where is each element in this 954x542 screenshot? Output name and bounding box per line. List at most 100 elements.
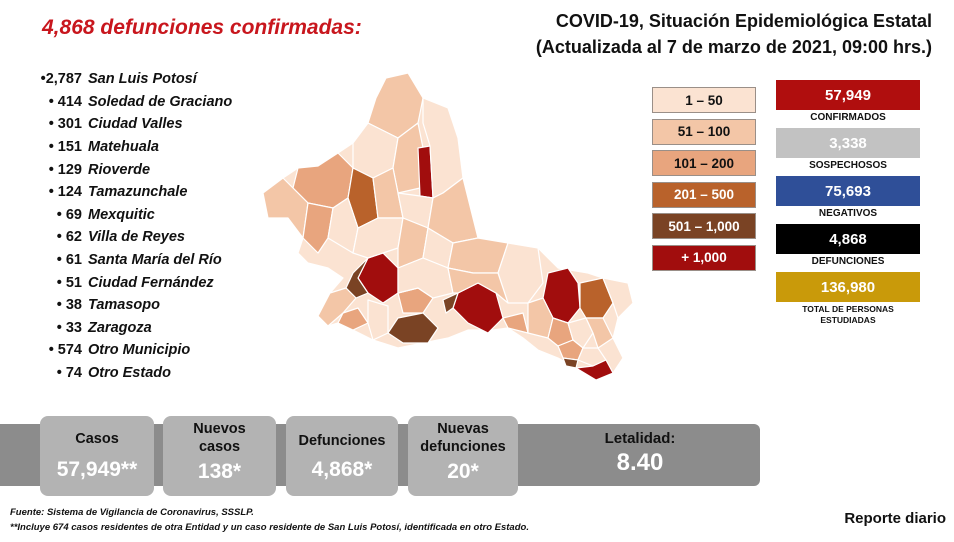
map-region (302, 202, 334, 254)
card-defunciones: Defunciones 4,868* (286, 416, 398, 496)
legend-swatch: + 1,000 (652, 244, 756, 271)
muni-name: Ciudad Valles (88, 116, 183, 133)
muni-name: Mexquitic (88, 206, 155, 223)
title-line-1: COVID-19, Situación Epidemiológica Estat… (555, 11, 932, 31)
map-region (337, 307, 369, 331)
map-region (447, 267, 509, 304)
stat-defunciones: 4,868 DEFUNCIONES (776, 224, 920, 270)
stat-label: NEGATIVOS (818, 208, 878, 219)
muni-name: Ciudad Fernández (88, 274, 214, 291)
map-region (575, 359, 614, 381)
list-item: • 124 Tamazunchale (30, 181, 270, 204)
muni-name: Zaragoza (88, 319, 152, 336)
stat-value: 4,868 (776, 224, 920, 254)
municipality-list: •2,787 San Luis Potosí • 414 Soledad de Gr… (30, 68, 270, 384)
list-item: •2,787 San Luis Potosí (30, 68, 270, 91)
list-item: • 33 Zaragoza (30, 317, 270, 340)
muni-count: • 33 (56, 319, 82, 336)
stat-value: 57,949 (776, 80, 920, 110)
muni-count: • 129 (48, 161, 82, 178)
map-region (447, 237, 509, 274)
letalidad-value: 8.40 (616, 449, 664, 476)
muni-name: Otro Municipio (88, 342, 191, 359)
state-choropleth-map (262, 72, 634, 381)
legend-swatch: 101 – 200 (652, 150, 756, 177)
stat-total-estudiadas: 136,980 TOTAL DE PERSONAS ESTUDIADAS (776, 272, 920, 330)
legend: 1 – 50 51 – 100 101 – 200 201 – 500 501 … (652, 87, 756, 277)
muni-count: • 62 (56, 229, 82, 246)
muni-count: • 301 (48, 116, 82, 133)
muni-count: • 574 (48, 342, 82, 359)
muni-count: • 151 (48, 139, 82, 156)
card-label: Nuevas defunciones (420, 421, 506, 455)
muni-name: Tamasopo (88, 297, 160, 314)
muni-count: • 61 (56, 252, 82, 269)
stat-label: DEFUNCIONES (811, 256, 885, 267)
card-value: 20* (447, 460, 479, 483)
muni-name: Rioverde (88, 161, 151, 178)
list-item: • 574 Otro Municipio (30, 339, 270, 362)
muni-name: San Luis Potosí (88, 71, 197, 88)
list-item: • 38 Tamasopo (30, 294, 270, 317)
list-item: • 414 Soledad de Graciano (30, 91, 270, 114)
legend-swatch: 1 – 50 (652, 87, 756, 113)
muni-name: Otro Estado (88, 365, 171, 382)
title-line-2: (Actualizada al 7 de marzo de 2021, 09:0… (535, 37, 932, 57)
muni-name: Matehuala (88, 139, 159, 156)
card-value: 4,868* (311, 458, 373, 481)
muni-count: •2,787 (40, 71, 82, 88)
muni-count: • 69 (56, 206, 82, 223)
card-nuevas-defunciones: Nuevas defunciones 20* (408, 416, 518, 496)
muni-count: • 74 (56, 365, 82, 382)
map-region (562, 357, 579, 369)
card-casos: Casos 57,949** (40, 416, 154, 496)
list-item: • 301 Ciudad Valles (30, 113, 270, 136)
muni-count: • 414 (48, 93, 82, 110)
muni-name: Tamazunchale (88, 184, 188, 201)
muni-name: Santa María del Río (88, 252, 222, 269)
map-region (317, 287, 357, 327)
muni-count: • 124 (48, 184, 82, 201)
card-nuevos-casos: Nuevos casos 138* (163, 416, 276, 496)
map-region (442, 292, 459, 314)
map-region (602, 277, 634, 319)
card-label: Casos (75, 431, 119, 447)
map-region (585, 317, 614, 349)
list-item: • 151 Matehuala (30, 136, 270, 159)
letalidad: Letalidad: 8.40 (540, 430, 740, 477)
stat-confirmados: 57,949 CONFIRMADOS (776, 80, 920, 126)
footnotes: Fuente: Sistema de Vigilancia de Coronav… (10, 505, 529, 535)
card-label: Defunciones (298, 433, 386, 449)
stat-value: 3,338 (776, 128, 920, 158)
muni-count: • 51 (56, 274, 82, 291)
list-item: • 129 Rioverde (30, 158, 270, 181)
stat-value: 136,980 (776, 272, 920, 302)
card-value: 57,949** (56, 458, 138, 481)
card-value: 138* (197, 460, 242, 483)
list-item: • 69 Mexquitic (30, 204, 270, 227)
stat-label: SOSPECHOSOS (809, 160, 887, 171)
stat-negativos: 75,693 NEGATIVOS (776, 176, 920, 222)
muni-name: Villa de Reyes (88, 229, 185, 246)
title-block: COVID-19, Situación Epidemiológica Estat… (536, 8, 932, 60)
legend-swatch: 201 – 500 (652, 181, 756, 208)
stat-label: CONFIRMADOS (810, 112, 886, 123)
map-region (367, 299, 389, 341)
legend-swatch: 51 – 100 (652, 118, 756, 145)
list-item: • 74 Otro Estado (30, 362, 270, 385)
legend-swatch: 501 – 1,000 (652, 213, 756, 240)
stat-label: TOTAL DE PERSONAS ESTUDIADAS (802, 304, 894, 325)
letalidad-label: Letalidad: (604, 430, 676, 447)
cases-note: **Incluye 674 casos residentes de otra E… (10, 522, 529, 533)
list-item: • 62 Villa de Reyes (30, 226, 270, 249)
source-note: Fuente: Sistema de Vigilancia de Coronav… (10, 507, 254, 518)
headline: 4,868 defunciones confirmadas: (42, 16, 362, 39)
stat-value: 75,693 (776, 176, 920, 206)
muni-name: Soledad de Graciano (88, 93, 233, 110)
muni-count: • 38 (56, 297, 82, 314)
stats-panel: 57,949 CONFIRMADOS 3,338 SOSPECHOSOS 75,… (776, 80, 920, 332)
list-item: • 61 Santa María del Río (30, 249, 270, 272)
list-item: • 51 Ciudad Fernández (30, 271, 270, 294)
map-region (352, 217, 404, 259)
stat-sospechosos: 3,338 SOSPECHOSOS (776, 128, 920, 174)
